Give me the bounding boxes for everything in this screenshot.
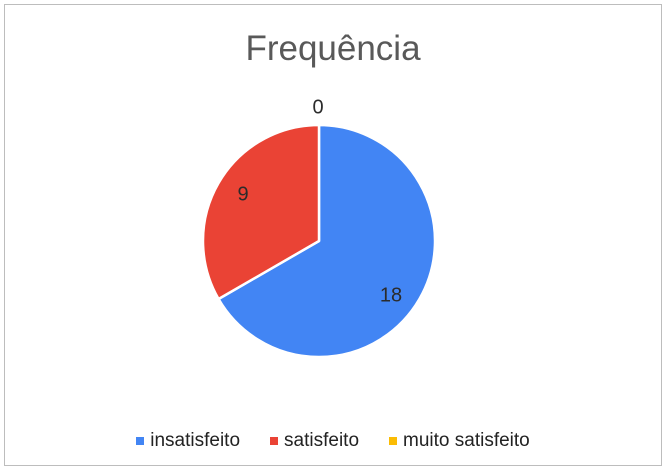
legend-swatch-satisfeito (270, 437, 279, 445)
chart-legend: insatisfeito satisfeito muito satisfeito (5, 429, 661, 453)
pie-slice-satisfeito (201, 123, 321, 301)
legend-swatch-insatisfeito (136, 437, 145, 445)
data-label-satisfeito: 9 (237, 183, 248, 205)
legend-swatch-muito-satisfeito (389, 437, 398, 445)
legend-label-satisfeito: satisfeito (284, 430, 360, 451)
legend-label-insatisfeito: insatisfeito (150, 430, 241, 451)
legend-item-insatisfeito: insatisfeito (136, 430, 240, 452)
chart-title: Frequência (245, 29, 421, 68)
legend-label-muito-satisfeito: muito satisfeito (403, 430, 530, 451)
data-label-insatisfeito: 18 (380, 284, 402, 306)
legend-item-muito-satisfeito: muito satisfeito (389, 430, 530, 452)
legend-item-satisfeito: satisfeito (270, 430, 359, 452)
pie-slice-insatisfeito (217, 123, 437, 359)
data-label-muito-satisfeito: 0 (312, 96, 323, 118)
chart-frame: Frequência 18 9 0 insatisfeito satisfeito … (4, 4, 662, 466)
